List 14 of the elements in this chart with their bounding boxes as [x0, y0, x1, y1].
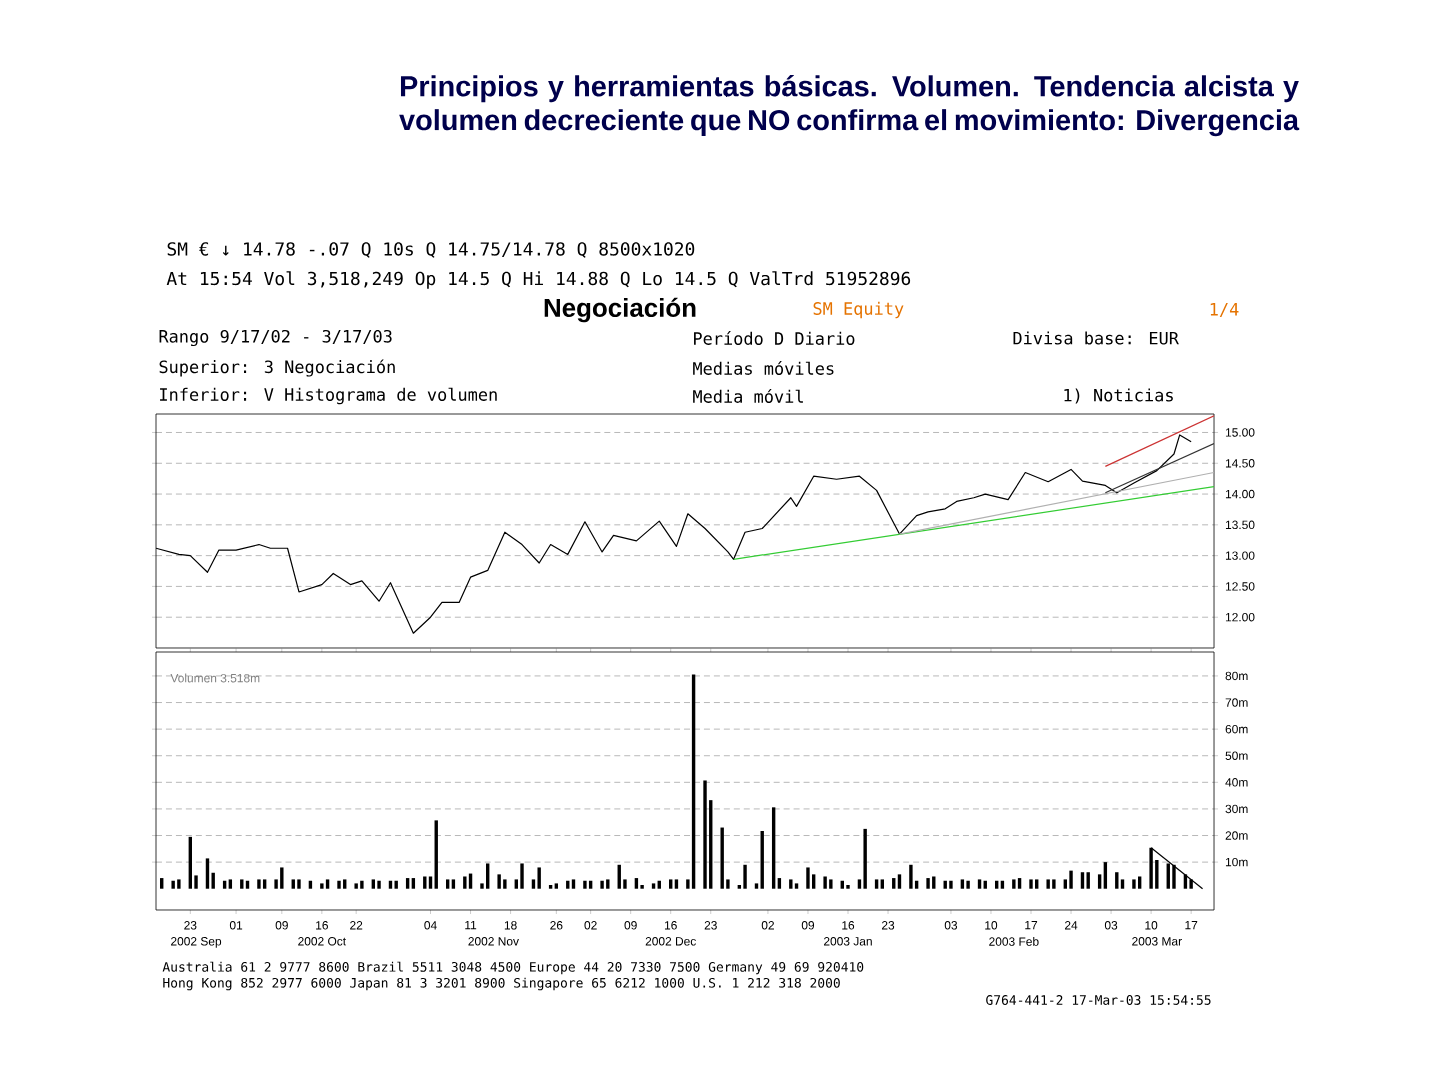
text: 1/4 [1210, 303, 1239, 317]
text: Medias móviles [693, 361, 834, 375]
text: Media móvil [693, 389, 803, 403]
text: At 15:54 Vol 3,518,249 Op 14.5 Q Hi 14.88 Q Lo 14.5 Q ValTrd 51952896 [166, 271, 911, 289]
text: SM € ↓ 14.78 -.07 Q 10s Q 14.75/14.78 Q 8500x1020 [167, 242, 695, 258]
text: SM Equity [813, 301, 904, 319]
text: Superior: 3 Negociación [159, 359, 395, 377]
text: Divisa base: EUR [1013, 331, 1179, 345]
text: Negociación [544, 297, 696, 323]
chart-title: Principios y herramientas básicas. Volumen. Tendencia alcista y volumen decreciente que NO confirma el movimiento: Divergencia [399, 75, 1300, 137]
text: 1) Noticias [1064, 388, 1173, 404]
text: Rango 9/17/02 - 3/17/03 [159, 329, 392, 347]
text: Inferior: V Histograma de volumen [160, 387, 497, 405]
text: Período D Diario [694, 331, 855, 345]
